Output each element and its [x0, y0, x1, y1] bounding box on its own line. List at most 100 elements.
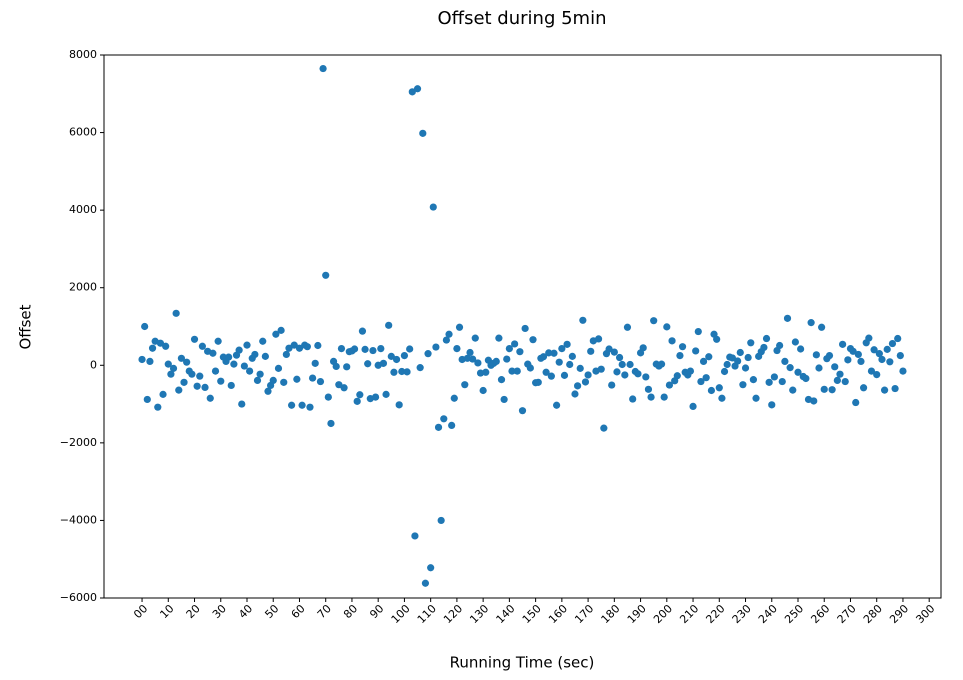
point — [141, 322, 149, 331]
point — [469, 355, 477, 363]
point — [739, 381, 747, 389]
point — [377, 345, 385, 353]
x-tick-label: 20 — [184, 602, 203, 621]
point — [891, 384, 899, 393]
point — [676, 351, 684, 360]
point — [356, 391, 364, 399]
point — [154, 403, 162, 411]
point — [888, 339, 897, 348]
point — [429, 203, 437, 211]
point — [791, 338, 799, 346]
point — [560, 371, 569, 379]
point — [256, 370, 264, 378]
x-tick-label: 240 — [756, 602, 780, 626]
point — [802, 374, 810, 383]
point — [839, 340, 847, 348]
point — [644, 385, 653, 393]
point — [450, 394, 458, 402]
point — [156, 339, 165, 347]
point — [196, 372, 204, 380]
point — [594, 335, 603, 343]
point — [314, 341, 322, 350]
point — [883, 345, 891, 353]
point — [479, 386, 487, 395]
y-tick-label: 8000 — [69, 48, 97, 61]
point — [776, 341, 784, 350]
point — [852, 398, 860, 407]
point — [175, 386, 183, 394]
point — [639, 344, 647, 352]
point — [471, 334, 479, 342]
point — [692, 347, 700, 355]
point — [277, 326, 285, 334]
point — [400, 351, 409, 360]
point — [395, 401, 403, 409]
point — [797, 345, 805, 353]
point — [752, 394, 760, 402]
point — [618, 360, 626, 369]
point — [723, 360, 731, 369]
point — [720, 367, 729, 376]
point — [495, 334, 503, 342]
point — [253, 376, 262, 385]
x-tick-label: 50 — [262, 602, 281, 621]
point — [547, 372, 555, 380]
point — [810, 397, 818, 405]
x-tick-label: 280 — [861, 602, 885, 626]
y-axis-label: Offset — [17, 304, 35, 349]
point — [243, 341, 251, 349]
point — [626, 360, 634, 369]
y-tick-label: −6000 — [60, 591, 97, 604]
point — [411, 532, 419, 540]
x-axis-label: Running Time (sec) — [450, 654, 595, 672]
point — [167, 370, 175, 378]
point — [235, 346, 243, 354]
x-tick-label: 210 — [677, 602, 701, 626]
point — [854, 350, 862, 359]
point — [358, 327, 367, 335]
x-tick-label: 160 — [546, 602, 570, 626]
x-tick-label: 10 — [157, 602, 176, 621]
point — [673, 372, 681, 380]
point — [364, 360, 372, 368]
point — [615, 353, 624, 362]
point — [311, 359, 319, 367]
point — [741, 364, 750, 372]
point — [440, 415, 448, 423]
x-tick-label: 140 — [494, 602, 518, 626]
point — [406, 345, 414, 353]
point — [713, 335, 721, 343]
point — [650, 317, 658, 325]
point — [833, 376, 841, 385]
point — [513, 367, 521, 375]
point — [689, 402, 697, 410]
point — [385, 321, 393, 329]
point — [403, 368, 411, 376]
x-tick-label: 150 — [520, 602, 544, 626]
point — [518, 407, 527, 415]
point — [621, 371, 629, 379]
y-tick-label: 4000 — [69, 203, 97, 216]
point — [138, 355, 146, 364]
point — [841, 377, 849, 386]
point — [857, 357, 865, 366]
point — [571, 390, 579, 398]
point — [264, 387, 272, 395]
point — [702, 374, 710, 382]
x-tick-label: 80 — [341, 602, 360, 621]
x-tick-label: 190 — [625, 602, 649, 626]
point — [379, 359, 388, 367]
point — [807, 319, 815, 327]
point — [665, 381, 674, 389]
point — [880, 386, 889, 394]
point — [387, 352, 395, 360]
point — [794, 368, 802, 376]
point — [427, 564, 435, 572]
point — [421, 579, 430, 587]
point — [747, 339, 755, 347]
point — [836, 370, 844, 378]
point — [705, 353, 713, 361]
point — [899, 367, 907, 375]
point — [169, 364, 178, 372]
point — [280, 378, 288, 386]
